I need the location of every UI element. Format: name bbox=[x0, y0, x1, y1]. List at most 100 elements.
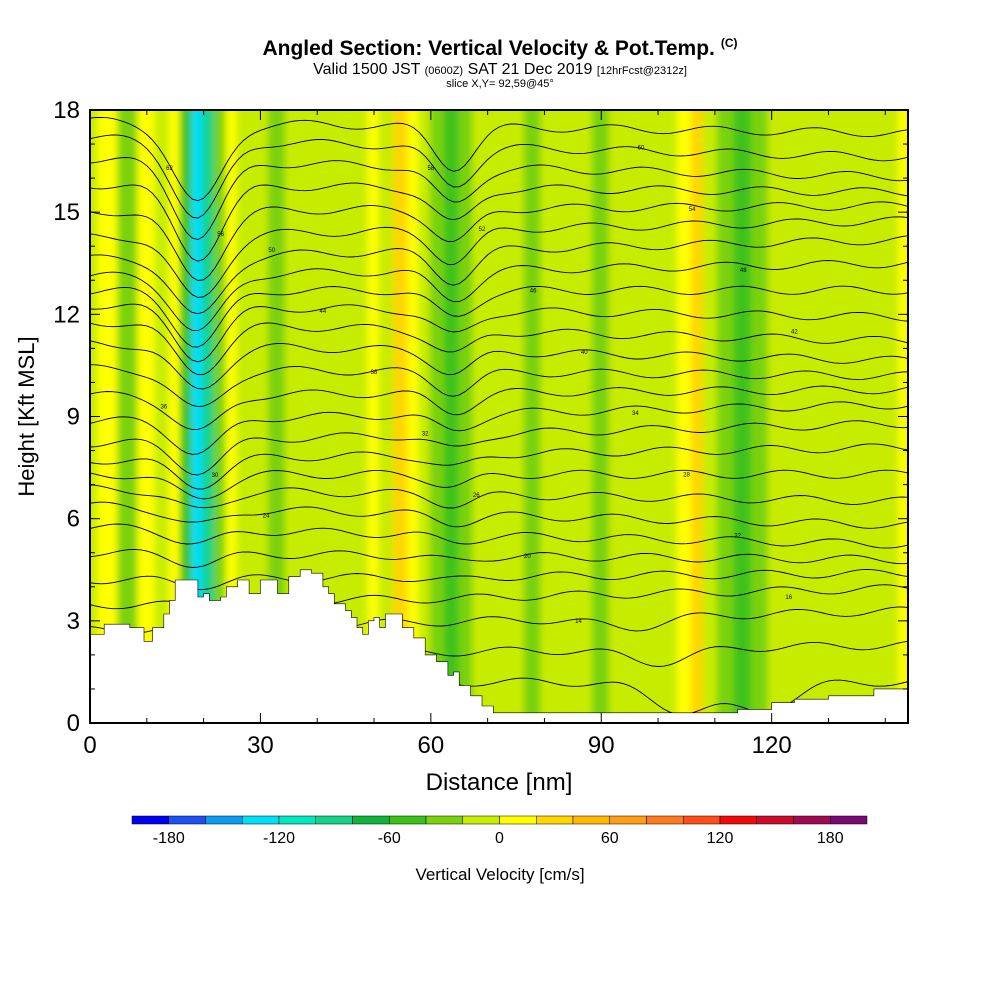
isentrope-line bbox=[90, 285, 908, 348]
isentrope-line bbox=[90, 157, 908, 240]
isentrope-label: 54 bbox=[689, 207, 696, 213]
y-tick-label: 12 bbox=[53, 301, 80, 328]
isentrope-label: 52 bbox=[479, 227, 486, 233]
colorbar-swatch bbox=[168, 815, 206, 825]
velocity-column bbox=[378, 110, 395, 723]
colorbar-swatch bbox=[793, 815, 831, 825]
colorbar-tick-label: 180 bbox=[817, 830, 844, 847]
isentrope-line bbox=[90, 523, 908, 549]
colorbar-swatch bbox=[131, 815, 169, 825]
colorbar-swatch bbox=[242, 815, 280, 825]
colorbar-swatch bbox=[205, 815, 243, 825]
velocity-column bbox=[818, 110, 841, 723]
velocity-column bbox=[767, 110, 787, 723]
isentrope-line bbox=[90, 401, 908, 455]
velocity-column bbox=[284, 110, 305, 723]
velocity-column bbox=[676, 110, 694, 723]
terrain-mask bbox=[90, 569, 908, 723]
colorbar-swatch bbox=[278, 815, 316, 825]
velocity-column bbox=[784, 110, 804, 723]
isentrope-label: 58 bbox=[427, 166, 434, 172]
colorbar-tick-label: -180 bbox=[153, 830, 185, 847]
isentrope-label: 14 bbox=[575, 619, 582, 625]
y-axis-label: Height [Kft MSL] bbox=[14, 336, 39, 496]
isentrope-line bbox=[90, 484, 908, 509]
x-axis-label: Distance [nm] bbox=[426, 769, 573, 796]
colorbar-tick-label: -120 bbox=[263, 830, 295, 847]
isentrope-label: 62 bbox=[166, 166, 173, 172]
y-tick-label: 0 bbox=[67, 710, 80, 737]
isentrope-label: 48 bbox=[740, 268, 747, 274]
velocity-column bbox=[591, 110, 611, 723]
isentrope-line bbox=[90, 385, 908, 431]
y-tick-label: 15 bbox=[53, 199, 80, 226]
x-tick-label: 0 bbox=[83, 732, 96, 759]
isentrope-line bbox=[90, 182, 908, 262]
x-tick-label: 90 bbox=[588, 732, 615, 759]
velocity-column bbox=[191, 110, 205, 723]
y-tick-label: 9 bbox=[67, 404, 80, 431]
velocity-column bbox=[838, 110, 864, 723]
velocity-column bbox=[506, 110, 526, 723]
isentrope-line bbox=[90, 420, 908, 476]
colorbar-swatch bbox=[719, 815, 757, 825]
colorbar: -180 -120 -60 0 60 120 180 Vertical Velocity [c… bbox=[131, 815, 868, 884]
velocity-column bbox=[691, 110, 705, 723]
colorbar-swatch bbox=[756, 815, 794, 825]
isentrope-line bbox=[90, 303, 908, 363]
isentrope-label: 60 bbox=[638, 145, 645, 151]
velocity-column bbox=[625, 110, 645, 723]
isentrope-label: 56 bbox=[217, 232, 224, 238]
velocity-column bbox=[540, 110, 560, 723]
velocity-column bbox=[225, 110, 239, 723]
velocity-column bbox=[117, 110, 140, 723]
isentrope-line bbox=[90, 235, 908, 315]
y-tick-label: 3 bbox=[67, 608, 80, 635]
isentrope-label: 24 bbox=[263, 514, 270, 520]
terrain bbox=[90, 569, 908, 723]
colorbar-swatch bbox=[462, 815, 500, 825]
isentrope-line bbox=[90, 201, 908, 281]
velocity-column bbox=[429, 110, 447, 723]
colorbar-swatch bbox=[499, 815, 537, 825]
isentrope-label: 40 bbox=[581, 350, 588, 356]
isentrope-line bbox=[90, 501, 908, 529]
velocity-column bbox=[642, 110, 662, 723]
velocity-column bbox=[154, 110, 171, 723]
velocity-column bbox=[702, 110, 719, 723]
velocity-column bbox=[458, 110, 475, 723]
title-tag: (C) bbox=[720, 36, 738, 50]
isentrope-label: 28 bbox=[683, 472, 690, 478]
isentrope-line bbox=[90, 469, 908, 500]
isentrope-line bbox=[90, 134, 908, 219]
isentrope-line bbox=[90, 443, 908, 490]
x-tick-label: 60 bbox=[417, 732, 444, 759]
colorbar-swatch bbox=[389, 815, 427, 825]
colorbar-swatch bbox=[830, 815, 868, 825]
isentrope-line bbox=[90, 260, 908, 332]
colorbar-swatch bbox=[572, 815, 610, 825]
velocity-column bbox=[179, 110, 194, 723]
isentrope-line bbox=[90, 322, 908, 376]
velocity-column bbox=[557, 110, 577, 723]
velocity-column bbox=[608, 110, 628, 723]
velocity-column bbox=[716, 110, 736, 723]
isentrope-line bbox=[90, 568, 908, 591]
isentrope-label: 30 bbox=[212, 473, 219, 479]
x-tick-label: 30 bbox=[247, 732, 274, 759]
velocity-column bbox=[202, 110, 216, 723]
velocity-column bbox=[353, 110, 370, 723]
isentrope-line bbox=[90, 364, 908, 408]
isentrope-line bbox=[90, 116, 908, 202]
velocity-column bbox=[659, 110, 679, 723]
chart-title: Angled Section: Vertical Velocity & Pot.… bbox=[262, 36, 738, 60]
isentrope-line bbox=[90, 548, 908, 568]
y-tick-label: 6 bbox=[67, 506, 80, 533]
velocity-column bbox=[861, 110, 884, 723]
colorbar-tick-label: 120 bbox=[707, 830, 734, 847]
velocity-column bbox=[750, 110, 770, 723]
chart-subtitle: Valid 1500 JST (0600Z) SAT 21 Dec 2019 [… bbox=[313, 61, 687, 78]
isentrope-label: 50 bbox=[268, 248, 275, 254]
isentrope-label: 34 bbox=[632, 411, 639, 417]
velocity-column bbox=[250, 110, 270, 723]
